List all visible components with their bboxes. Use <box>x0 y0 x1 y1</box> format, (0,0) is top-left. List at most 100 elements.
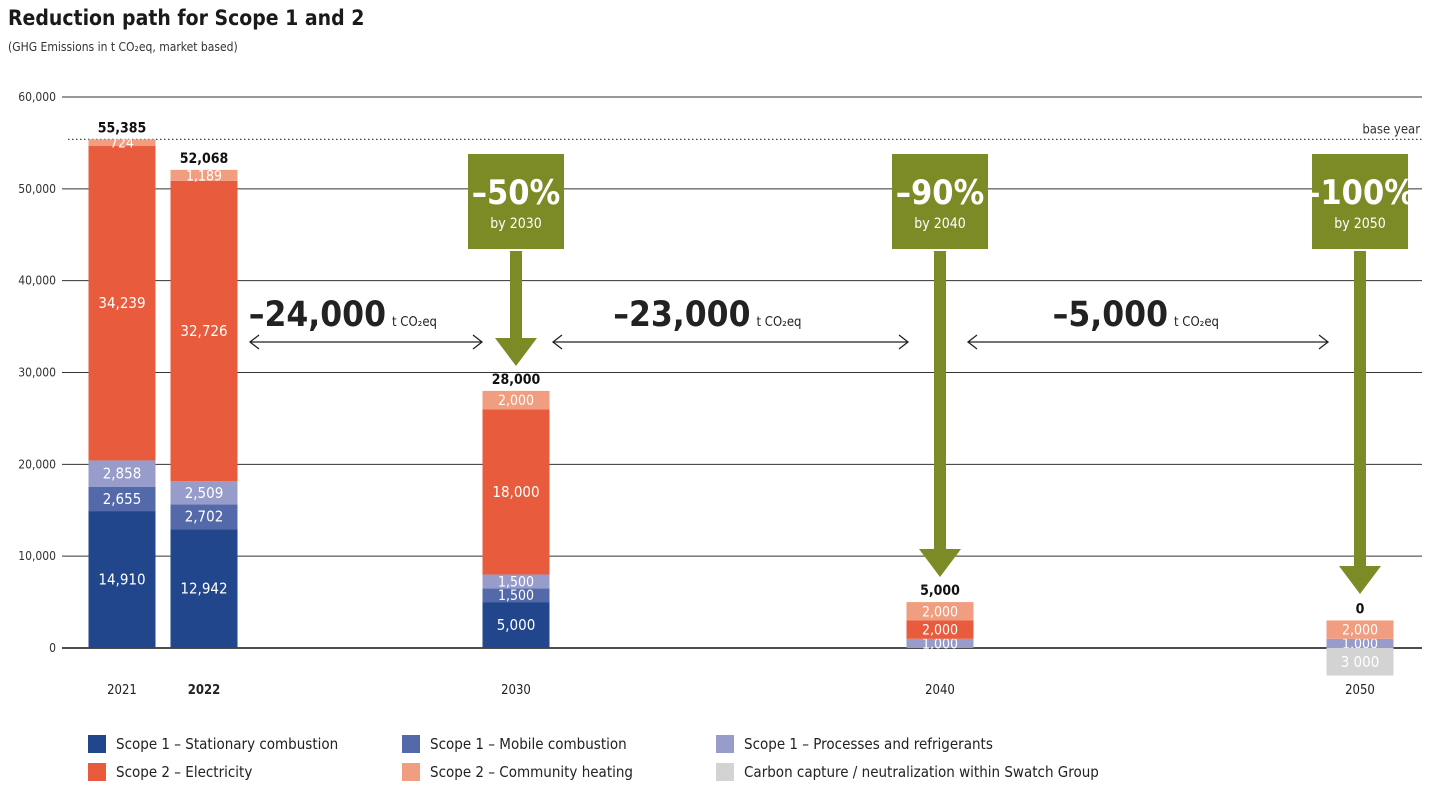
bar-segment-2030-2 <box>482 588 550 603</box>
reduction-arrow-head-right <box>1318 334 1330 350</box>
legend-item: Scope 1 – Processes and refrigerants <box>716 735 993 753</box>
y-tick-label: 60,000 <box>18 90 56 104</box>
bar-value-label: 1,189 <box>186 168 222 184</box>
bar-segment-2050-3 <box>1326 638 1394 648</box>
legend-swatch <box>88 735 106 753</box>
reduction-unit: t CO₂eq <box>1174 315 1219 330</box>
reduction-arrow-head-left <box>248 334 260 350</box>
bar-segment-2050-6 <box>1326 648 1394 676</box>
base-year-label: base year <box>1362 122 1420 137</box>
target-year: by 2030 <box>490 216 542 232</box>
bar-segment-2022-5 <box>170 169 238 181</box>
bar-segment-2040-3 <box>906 638 974 648</box>
bar-total-label: 28,000 <box>492 372 541 388</box>
bar-segment-2021-2 <box>88 486 156 512</box>
reduction-amount: –24,000 <box>249 295 386 335</box>
x-category-label: 2040 <box>925 683 955 698</box>
reduction-amount: –23,000 <box>613 295 750 335</box>
bar-total-label: 52,068 <box>180 151 229 167</box>
target-box <box>468 154 564 249</box>
x-category-label: 2021 <box>107 683 137 698</box>
bar-segment-2030-3 <box>482 574 550 589</box>
reduction-arrow-head-right <box>472 334 484 350</box>
bar-segment-2022-4 <box>170 180 238 482</box>
target-year: by 2040 <box>914 216 966 232</box>
legend-swatch <box>402 763 420 781</box>
legend-item: Carbon capture / neutralization within S… <box>716 763 1099 781</box>
target-arrow-head <box>495 338 537 366</box>
x-category-label: 2030 <box>501 683 531 698</box>
target-percent: –50% <box>472 173 561 213</box>
bar-total-label: 55,385 <box>98 120 147 136</box>
bar-value-label: 724 <box>110 136 134 152</box>
legend-label: Scope 2 – Electricity <box>116 763 253 781</box>
legend-item: Scope 2 – Electricity <box>88 763 252 781</box>
bar-segment-2030-1 <box>482 602 550 648</box>
bar-value-label: 2,000 <box>922 623 958 639</box>
legend-swatch <box>402 735 420 753</box>
x-category-label: 2050 <box>1345 683 1375 698</box>
bar-value-label: 2,655 <box>103 490 142 508</box>
bar-value-label: 1,500 <box>498 588 534 604</box>
y-tick-label: 20,000 <box>18 457 56 471</box>
bar-segment-2022-1 <box>170 529 238 648</box>
bar-segment-2022-2 <box>170 504 238 530</box>
bar-value-label: 1,000 <box>922 636 958 652</box>
chart-canvas: 0 10,000 20,000 30,000 40,000 50,000 60,000 bas… <box>18 90 1422 698</box>
legend-label: Scope 1 – Mobile combustion <box>430 735 627 753</box>
bar-value-label: 2,858 <box>103 465 142 483</box>
x-category-label: 2022 <box>188 683 221 698</box>
bar-value-label: 32,726 <box>180 322 227 340</box>
bar-segment-2021-3 <box>88 460 156 487</box>
chart-title: Reduction path for Scope 1 and 2 <box>8 6 365 30</box>
bar-value-label: 2,000 <box>498 393 534 409</box>
bar-value-label: 14,910 <box>98 571 145 589</box>
target-box <box>892 154 988 249</box>
legend-label: Carbon capture / neutralization within S… <box>744 763 1099 781</box>
bar-value-label: 18,000 <box>492 483 539 501</box>
legend-item: Scope 2 – Community heating <box>402 763 633 781</box>
bar-value-label: 2,000 <box>1342 623 1378 639</box>
target-arrow-head <box>1339 566 1381 594</box>
bar-value-label: 2,509 <box>185 484 224 502</box>
bar-value-label: 12,942 <box>180 580 227 598</box>
bar-segment-2021-1 <box>88 511 156 648</box>
target-percent: –100% <box>1305 173 1415 213</box>
chart-subtitle: (GHG Emissions in t CO₂eq, market based) <box>8 40 238 54</box>
y-tick-label: 30,000 <box>18 366 56 380</box>
legend-swatch <box>716 735 734 753</box>
reduction-arrow-head-right <box>898 334 910 350</box>
bar-value-label: 3 000 <box>1341 653 1380 671</box>
bar-segment-2030-5 <box>482 390 550 410</box>
y-tick-label: 0 <box>49 641 56 655</box>
bar-total-label: 0 <box>1356 601 1365 617</box>
bar-segment-2050-5 <box>1326 620 1394 639</box>
legend-item: Scope 1 – Stationary combustion <box>88 735 338 753</box>
bar-segment-2040-4 <box>906 620 974 639</box>
legend-swatch <box>88 763 106 781</box>
bar-segment-2030-4 <box>482 409 550 575</box>
target-arrow-shaft <box>510 251 522 340</box>
reduction-amount: –5,000 <box>1053 295 1168 335</box>
reduction-unit: t CO₂eq <box>392 315 437 330</box>
reduction-arrow-head-left <box>551 334 563 350</box>
reduction-arrow-head-left <box>966 334 978 350</box>
y-tick-label: 50,000 <box>18 182 56 196</box>
target-percent: –90% <box>896 173 985 213</box>
target-arrow-shaft <box>934 251 946 551</box>
bar-segment-2021-5 <box>88 139 156 147</box>
reduction-unit: t CO₂eq <box>757 315 802 330</box>
target-arrow-shaft <box>1354 251 1366 568</box>
legend-label: Scope 1 – Processes and refrigerants <box>744 735 993 753</box>
bar-segment-2022-3 <box>170 481 238 505</box>
target-year: by 2050 <box>1334 216 1386 232</box>
y-tick-label: 10,000 <box>18 549 56 563</box>
bar-value-label: 2,702 <box>185 508 224 526</box>
y-tick-label: 40,000 <box>18 274 56 288</box>
legend-swatch <box>716 763 734 781</box>
target-arrow-head <box>919 549 961 577</box>
legend-item: Scope 1 – Mobile combustion <box>402 735 627 753</box>
bar-value-label: 5,000 <box>497 616 536 634</box>
target-box <box>1312 154 1408 249</box>
bar-segment-2040-5 <box>906 602 974 621</box>
